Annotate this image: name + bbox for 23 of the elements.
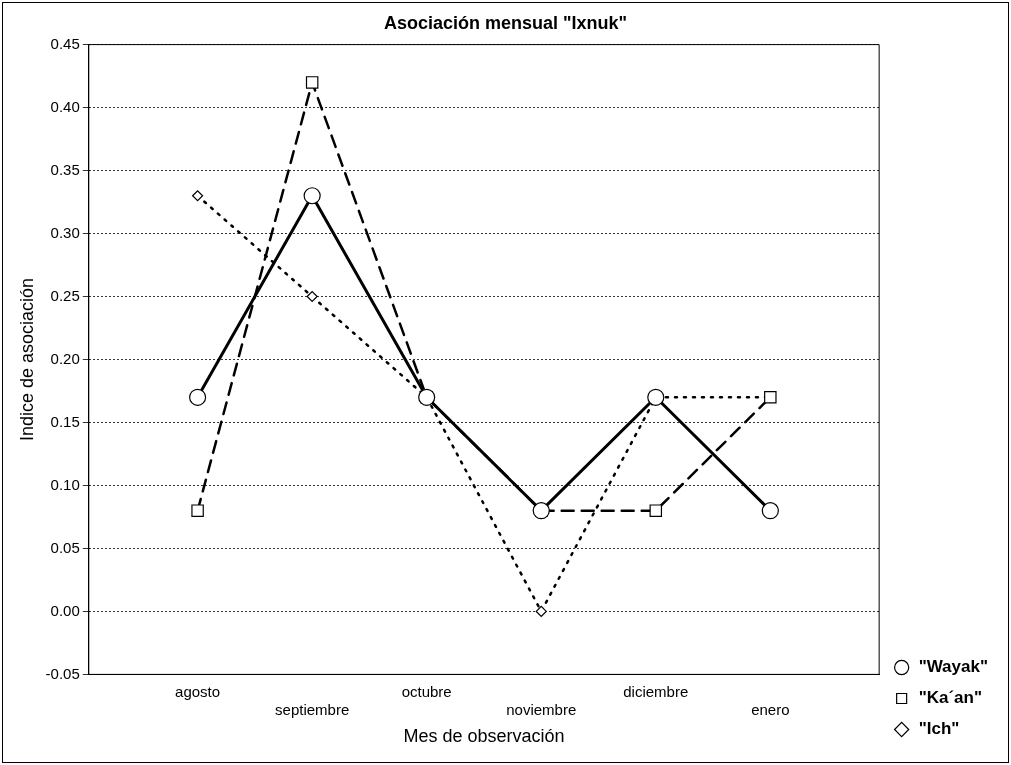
y-tick-label: 0.20 [50,349,80,367]
y-axis-title: Indice de asociación [16,277,37,442]
y-tick-label: 0.00 [50,601,80,619]
y-tick-label: 0.10 [50,475,80,493]
legend-label: "Ka´an" [918,688,983,708]
y-tick-label: 0.15 [50,412,80,430]
y-tick-label: 0.30 [50,223,80,241]
y-tick-label: -0.05 [45,664,80,682]
chart-title: Asociación mensual "Ixnuk" [383,12,628,33]
x-axis-title: Mes de observación [403,726,565,747]
y-tick-label: 0.35 [50,160,80,178]
x-tick-label: noviembre [506,700,577,718]
y-tick-label: 0.25 [50,286,80,304]
x-tick-label: agosto [175,682,221,700]
y-tick-label: 0.40 [50,97,80,115]
x-tick-label: octubre [401,682,452,700]
x-tick-label: enero [751,700,790,718]
y-tick-label: 0.05 [50,538,80,556]
y-tick-label: 0.45 [50,34,80,52]
legend-label: "Ich" [918,719,960,739]
x-tick-label: diciembre [623,682,689,700]
x-tick-label: septiembre [275,700,350,718]
legend-label: "Wayak" [918,657,989,677]
